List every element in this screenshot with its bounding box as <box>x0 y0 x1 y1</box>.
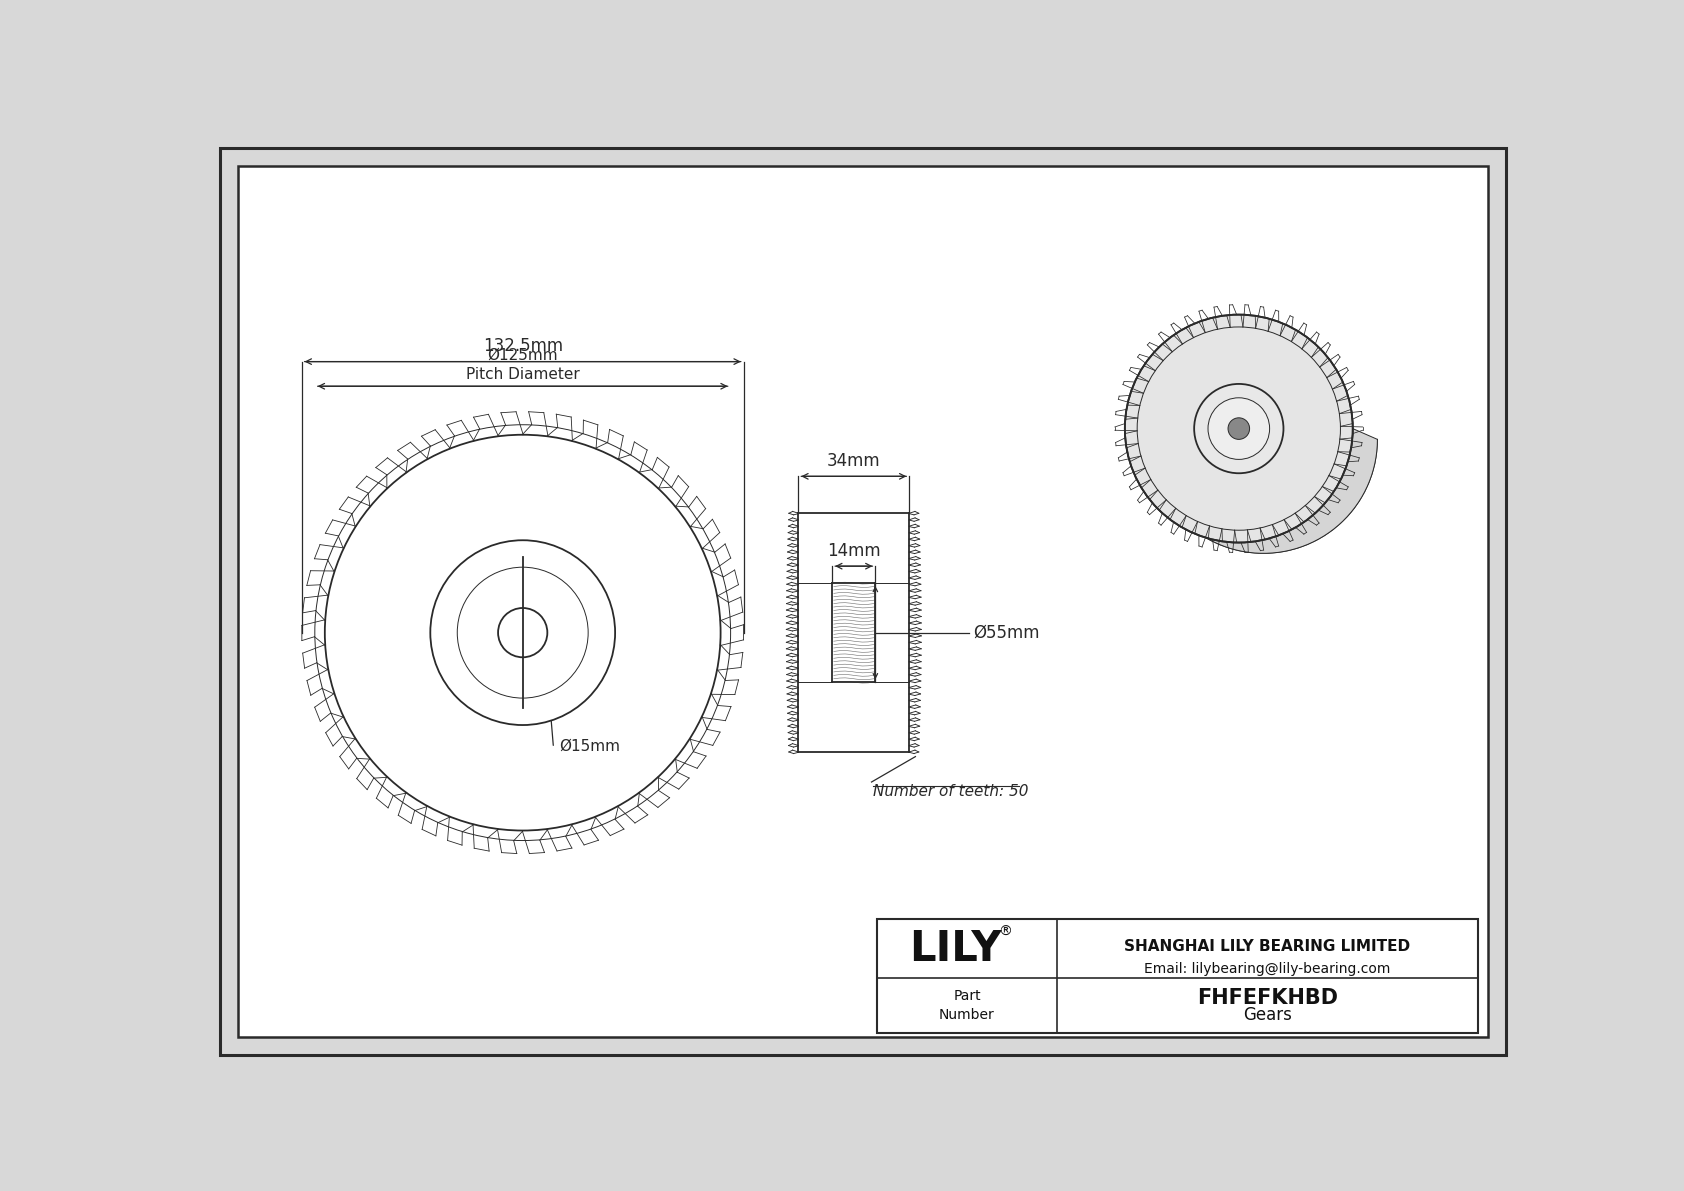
Circle shape <box>1125 314 1352 543</box>
Circle shape <box>431 541 615 725</box>
Text: SHANGHAI LILY BEARING LIMITED: SHANGHAI LILY BEARING LIMITED <box>1125 939 1411 954</box>
Text: Ø55mm: Ø55mm <box>973 624 1039 642</box>
Text: Email: lilybearing@lily-bearing.com: Email: lilybearing@lily-bearing.com <box>1143 962 1391 977</box>
Circle shape <box>498 607 547 657</box>
Text: Ø15mm: Ø15mm <box>559 738 620 754</box>
Circle shape <box>1228 418 1250 439</box>
Bar <box>877 919 1477 1033</box>
Text: ®: ® <box>999 924 1012 939</box>
Circle shape <box>458 567 588 698</box>
Text: Part
Number: Part Number <box>940 989 995 1022</box>
Text: 132.5mm: 132.5mm <box>483 337 562 355</box>
Circle shape <box>1207 398 1270 460</box>
Text: FHFEFKHBD: FHFEFKHBD <box>1197 989 1337 1008</box>
Circle shape <box>325 435 721 830</box>
Polygon shape <box>1125 429 1378 554</box>
Text: Gears: Gears <box>1243 1006 1292 1024</box>
Text: LILY: LILY <box>909 928 1002 969</box>
Text: 14mm: 14mm <box>827 542 881 560</box>
Text: Ø125mm
Pitch Diameter: Ø125mm Pitch Diameter <box>466 348 579 381</box>
Circle shape <box>1194 384 1283 473</box>
Text: 34mm: 34mm <box>827 453 881 470</box>
Text: Number of teeth: 50: Number of teeth: 50 <box>872 785 1029 799</box>
